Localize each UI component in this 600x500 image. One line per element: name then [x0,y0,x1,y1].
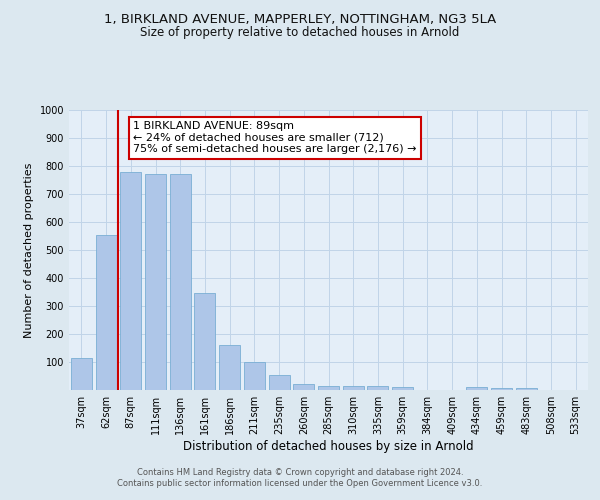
Bar [170,174,191,390]
Bar [269,376,290,390]
Bar [491,388,512,390]
Bar [95,234,116,390]
Bar [293,384,314,390]
Bar [219,345,240,390]
X-axis label: Distribution of detached houses by size in Arnold: Distribution of detached houses by size … [183,440,474,453]
Bar [367,386,388,390]
Bar [145,174,166,390]
Bar [392,387,413,390]
Y-axis label: Number of detached properties: Number of detached properties [24,162,34,338]
Bar [516,388,537,390]
Bar [71,358,92,390]
Bar [120,172,141,390]
Text: 1 BIRKLAND AVENUE: 89sqm
← 24% of detached houses are smaller (712)
75% of semi-: 1 BIRKLAND AVENUE: 89sqm ← 24% of detach… [133,121,417,154]
Text: Size of property relative to detached houses in Arnold: Size of property relative to detached ho… [140,26,460,39]
Text: 1, BIRKLAND AVENUE, MAPPERLEY, NOTTINGHAM, NG3 5LA: 1, BIRKLAND AVENUE, MAPPERLEY, NOTTINGHA… [104,12,496,26]
Bar [318,386,339,390]
Text: Contains HM Land Registry data © Crown copyright and database right 2024.
Contai: Contains HM Land Registry data © Crown c… [118,468,482,487]
Bar [466,387,487,390]
Bar [343,386,364,390]
Bar [194,294,215,390]
Bar [244,362,265,390]
